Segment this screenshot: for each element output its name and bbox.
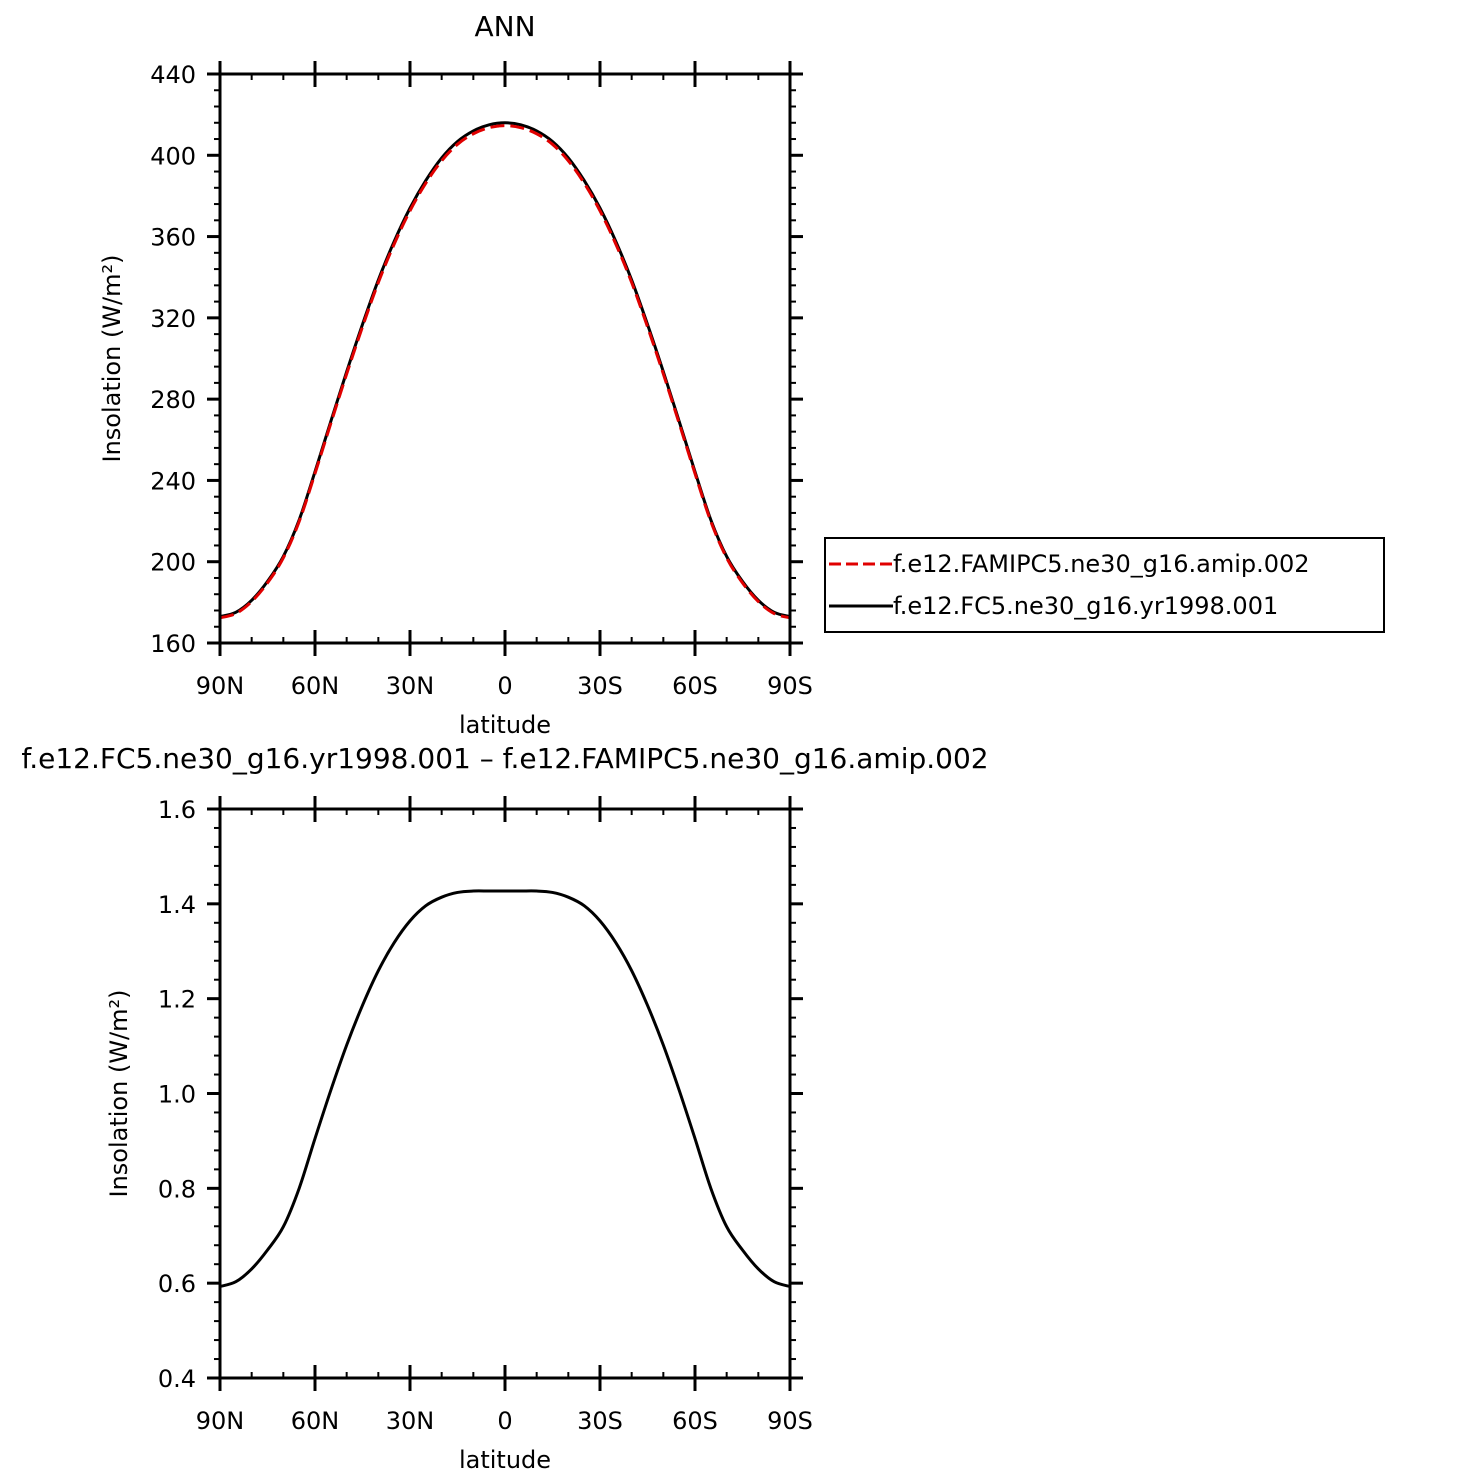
y-tick-label: 1.2 xyxy=(158,986,196,1014)
y-tick-label: 1.4 xyxy=(158,891,196,919)
top-chart-title: ANN xyxy=(474,10,535,43)
bottom-chart-frame xyxy=(218,807,792,1380)
y-tick-label: 200 xyxy=(150,549,196,577)
legend: f.e12.FAMIPC5.ne30_g16.amip.002 f.e12.FC… xyxy=(824,537,1385,633)
bottom-chart-y-axis-label: Insolation (W/m²) xyxy=(105,990,133,1198)
bottom-chart-series-group xyxy=(219,889,791,1288)
bottom-chart: f.e12.FC5.ne30_g16.yr1998.001 – f.e12.FA… xyxy=(21,742,988,1474)
y-tick-label: 1.0 xyxy=(158,1081,196,1109)
y-tick-label: 440 xyxy=(150,61,196,89)
legend-box xyxy=(824,537,1385,633)
x-tick-label: 0 xyxy=(497,672,512,700)
x-tick-label: 90S xyxy=(767,672,813,700)
x-tick-label: 90N xyxy=(196,1407,245,1435)
top-chart-y-axis-label: Insolation (W/m²) xyxy=(98,255,126,463)
legend-label-fc5: f.e12.FC5.ne30_g16.yr1998.001 xyxy=(893,592,1278,620)
bottom-chart-ticks: 90N 60N 30N 0 30S 60S 90S 0.4 0.6 0.8 1.0 1.2 1.4 1.6 xyxy=(158,796,813,1435)
y-tick-label: 0.8 xyxy=(158,1175,196,1203)
x-tick-label: 90S xyxy=(767,1407,813,1435)
x-tick-label: 30S xyxy=(577,672,623,700)
x-tick-label: 30N xyxy=(386,672,435,700)
y-tick-label: 0.6 xyxy=(158,1270,196,1298)
top-chart-x-axis-label: latitude xyxy=(459,711,551,739)
series-line-0-0 xyxy=(219,124,791,620)
bottom-chart-title: f.e12.FC5.ne30_g16.yr1998.001 – f.e12.FA… xyxy=(21,742,988,775)
y-tick-label: 360 xyxy=(150,224,196,252)
y-tick-label: 320 xyxy=(150,305,196,333)
x-tick-label: 30N xyxy=(386,1407,435,1435)
y-tick-label: 0.4 xyxy=(158,1365,196,1393)
top-chart: ANN 90N 60N 30N 0 30S 60S 90S 160 200 240 280 320 36… xyxy=(98,10,813,739)
x-tick-label: 0 xyxy=(497,1407,512,1435)
top-chart-series-group xyxy=(219,121,791,620)
x-tick-label: 60N xyxy=(291,672,340,700)
bottom-chart-x-axis-label: latitude xyxy=(459,1446,551,1474)
top-chart-frame xyxy=(218,72,792,645)
y-tick-label: 240 xyxy=(150,467,196,495)
x-tick-label: 30S xyxy=(577,1407,623,1435)
x-tick-label: 60N xyxy=(291,1407,340,1435)
y-tick-label: 280 xyxy=(150,386,196,414)
y-tick-label: 1.6 xyxy=(158,796,196,824)
y-tick-label: 400 xyxy=(150,142,196,170)
x-tick-label: 60S xyxy=(672,672,718,700)
x-tick-label: 60S xyxy=(672,1407,718,1435)
top-chart-ticks: 90N 60N 30N 0 30S 60S 90S 160 200 240 280 320 360 400… xyxy=(150,61,813,700)
y-tick-label: 160 xyxy=(150,630,196,658)
series-line-0-1 xyxy=(219,121,791,619)
x-tick-label: 90N xyxy=(196,672,245,700)
series-line-1-0 xyxy=(219,889,791,1288)
legend-label-amip: f.e12.FAMIPC5.ne30_g16.amip.002 xyxy=(893,550,1310,578)
